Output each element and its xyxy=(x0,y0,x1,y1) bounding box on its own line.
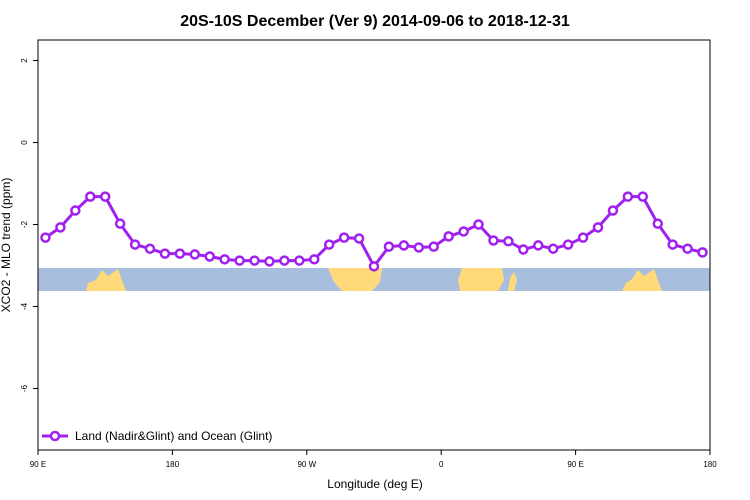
data-point xyxy=(562,239,574,250)
land-patch xyxy=(86,269,126,291)
data-point xyxy=(99,191,111,202)
data-point xyxy=(533,240,544,251)
data-point xyxy=(622,191,634,202)
data-point xyxy=(503,236,514,247)
x-tick-label: 180 xyxy=(703,460,717,469)
x-axis-label: Longitude (deg E) xyxy=(327,477,422,491)
data-point xyxy=(55,222,66,233)
data-point xyxy=(443,231,454,242)
y-tick-label: -6 xyxy=(20,384,29,392)
data-point xyxy=(189,249,201,260)
data-point xyxy=(682,243,693,254)
x-tick-label: 90 W xyxy=(297,460,316,469)
data-point xyxy=(368,261,380,272)
legend-label: Land (Nadir&Glint) and Ocean (Glint) xyxy=(75,429,272,443)
data-point xyxy=(249,255,260,266)
land-patch xyxy=(328,268,382,291)
data-point xyxy=(577,232,589,243)
data-point xyxy=(219,254,230,265)
plot-frame xyxy=(37,39,711,451)
y-axis-label: XCO2 - MLO trend (ppm) xyxy=(0,178,13,313)
data-point xyxy=(114,218,126,229)
data-point xyxy=(159,248,171,259)
data-point xyxy=(353,233,365,244)
y-tick-label: 0 xyxy=(20,140,29,145)
x-tick-label: 180 xyxy=(166,460,180,469)
data-point xyxy=(592,222,604,233)
data-point xyxy=(234,255,245,266)
data-point xyxy=(413,242,425,253)
data-point xyxy=(338,232,350,243)
data-point xyxy=(518,244,529,255)
x-tick-label: 0 xyxy=(439,460,444,469)
series-line xyxy=(44,195,703,270)
data-point xyxy=(697,247,708,258)
data-point xyxy=(667,239,678,250)
data-point xyxy=(279,255,290,266)
x-tick-label: 90 E xyxy=(30,460,46,469)
data-point xyxy=(144,243,156,254)
data-point xyxy=(488,235,499,246)
data-point xyxy=(652,218,663,229)
x-tick-label: 90 E xyxy=(567,460,583,469)
data-point xyxy=(398,240,410,251)
data-point xyxy=(473,219,484,230)
land-ocean-band xyxy=(38,268,710,291)
data-point xyxy=(204,251,215,262)
data-point xyxy=(294,255,305,266)
data-point xyxy=(383,241,395,252)
data-point xyxy=(547,243,559,254)
data-point xyxy=(85,191,96,202)
data-point xyxy=(174,248,186,259)
data-point xyxy=(607,205,619,216)
y-tick-label: -2 xyxy=(20,220,29,228)
chart-title: 20S-10S December (Ver 9) 2014-09-06 to 2… xyxy=(180,13,570,30)
data-point xyxy=(637,191,649,202)
data-point xyxy=(458,226,469,237)
data-point xyxy=(129,239,141,250)
land-patch xyxy=(458,268,504,291)
data-point xyxy=(309,254,320,265)
data-point xyxy=(70,205,81,216)
data-point xyxy=(40,232,51,243)
data-point xyxy=(264,256,275,267)
land-patch xyxy=(622,269,662,291)
y-tick-label: -4 xyxy=(20,302,29,310)
data-point xyxy=(428,241,439,252)
y-tick-label: 2 xyxy=(20,58,29,63)
data-point xyxy=(323,239,335,250)
land-patch xyxy=(508,272,517,291)
legend-marker xyxy=(49,430,61,442)
